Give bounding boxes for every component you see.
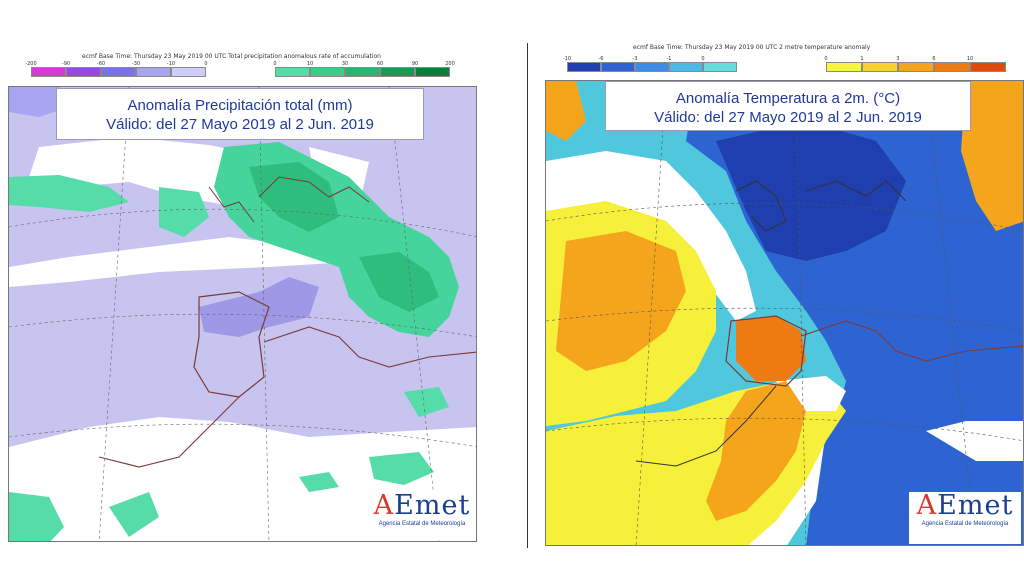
temp-legend-pos-tick: 10 [966, 56, 974, 62]
temp-legend-pos-swatch [934, 62, 970, 72]
aemet-logo-text: AEmet [373, 490, 471, 521]
precip-legend-neg-swatch [66, 67, 101, 77]
precip-legend-positive [275, 67, 450, 77]
temp-legend-neg-swatch [669, 62, 703, 72]
precip-legend-pos-swatch [275, 67, 310, 77]
temp-legend-pos-swatch [826, 62, 862, 72]
precip-legend-pos-swatch [415, 67, 450, 77]
precip-legend-neg-swatch [31, 67, 66, 77]
precip-legend-pos-tick: 30 [341, 61, 349, 67]
temperature-map-svg [546, 81, 1023, 545]
temp-legend-pos-tick: 6 [932, 56, 936, 62]
precip-valid-dates: Válido: del 27 Mayo 2019 al 2 Jun. 2019 [106, 116, 374, 133]
precipitation-map [8, 86, 477, 542]
aemet-logo-text-right: AEmet [916, 490, 1014, 521]
precip-title: Anomalía Precipitación total (mm) [127, 97, 353, 114]
precip-legend-pos-swatch [310, 67, 345, 77]
precip-header: ecmf Base Time: Thursday 23 May 2019 00 … [82, 53, 381, 60]
temp-legend-pos-swatch [862, 62, 898, 72]
precip-legend-neg-tick: -90 [61, 61, 71, 67]
temp-valid-dates: Válido: del 27 Mayo 2019 al 2 Jun. 2019 [654, 109, 922, 126]
precip-legend-pos-tick: 200 [445, 61, 455, 67]
temp-legend-pos-tick: 1 [860, 56, 864, 62]
temp-legend-pos-swatch [898, 62, 934, 72]
precip-legend-negative [31, 67, 206, 77]
aemet-logo-subtitle-right: Agencia Estatal de Meteorología [921, 521, 1009, 527]
temp-legend-neg-swatch [567, 62, 601, 72]
temp-legend-positive [826, 62, 1006, 72]
precip-title-box: Anomalía Precipitación total (mm) Válido… [56, 88, 424, 140]
precip-legend-neg-tick: -60 [96, 61, 106, 67]
temp-title-box: Anomalía Temperatura a 2m. (°C) Válido: … [605, 81, 971, 131]
precip-legend-pos-swatch [345, 67, 380, 77]
temp-title: Anomalía Temperatura a 2m. (°C) [675, 90, 901, 107]
temp-logo: AEmet Agencia Estatal de Meteorología [909, 492, 1021, 544]
precip-legend-pos-tick: 60 [376, 61, 384, 67]
precip-legend-neg-swatch [136, 67, 171, 77]
precipitation-map-svg [9, 87, 476, 541]
precip-legend-pos-tick: 90 [411, 61, 419, 67]
temp-legend-neg-tick: -1 [666, 56, 672, 62]
temp-legend-pos-tick: 3 [896, 56, 900, 62]
precip-legend-pos-tick: 10 [306, 61, 314, 67]
temp-legend-neg-swatch [635, 62, 669, 72]
precip-legend-neg-tick: -200 [25, 61, 37, 67]
panel-divider [527, 43, 528, 548]
precip-legend-pos-tick: 0 [273, 61, 277, 67]
precip-legend-neg-tick: 0 [204, 61, 208, 67]
temperature-map [545, 80, 1024, 546]
temp-legend-negative [567, 62, 737, 72]
temp-legend-neg-tick: 0 [701, 56, 705, 62]
precip-legend-neg-tick: -10 [166, 61, 176, 67]
temp-legend-neg-tick: -10 [562, 56, 572, 62]
temp-legend-neg-tick: -6 [598, 56, 604, 62]
precip-legend-neg-swatch [171, 67, 206, 77]
temp-legend-neg-swatch [703, 62, 737, 72]
temp-legend-pos-tick: 0 [824, 56, 828, 62]
aemet-logo-subtitle: Agencia Estatal de Meteorología [378, 521, 466, 527]
precip-legend-neg-tick: -30 [131, 61, 141, 67]
temp-legend-neg-tick: -3 [632, 56, 638, 62]
precip-legend-neg-swatch [101, 67, 136, 77]
temp-header: ecmf Base Time: Thursday 23 May 2019 00 … [633, 44, 871, 51]
temp-legend-pos-swatch [970, 62, 1006, 72]
precip-logo: AEmet Agencia Estatal de Meteorología [369, 492, 475, 540]
precip-legend-pos-swatch [380, 67, 415, 77]
temp-legend-neg-swatch [601, 62, 635, 72]
